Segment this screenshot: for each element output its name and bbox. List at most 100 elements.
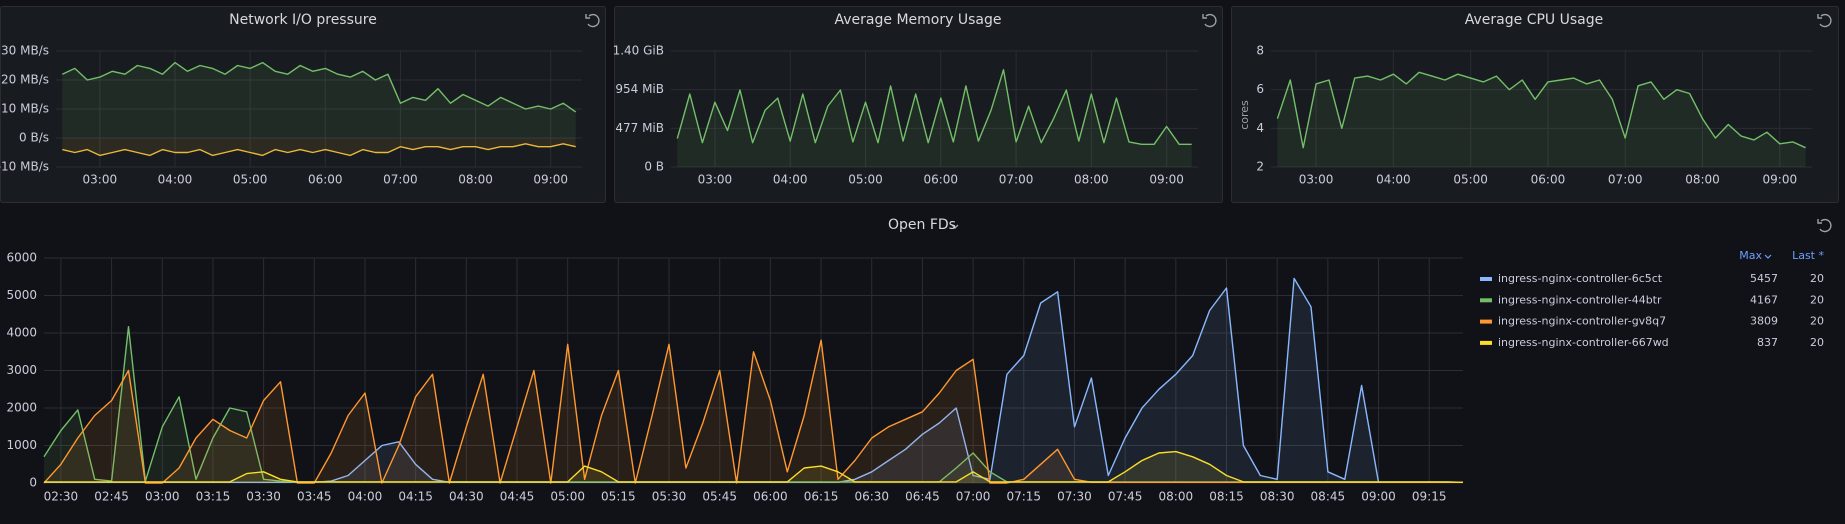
y-tick-label: 2 xyxy=(1256,160,1264,174)
x-tick-label: 04:30 xyxy=(449,490,484,504)
x-tick-label: 04:00 xyxy=(773,173,808,187)
y-tick-label: 0 B/s xyxy=(19,131,49,145)
x-tick-label: 04:00 xyxy=(1376,173,1411,187)
sort-indicator[interactable] xyxy=(1764,254,1772,259)
refresh-icon[interactable] xyxy=(585,13,600,28)
x-tick-label: 03:00 xyxy=(83,173,118,187)
x-tick-label: 06:00 xyxy=(308,173,343,187)
x-tick-label: 05:00 xyxy=(1453,173,1488,187)
x-tick-label: 08:15 xyxy=(1209,490,1244,504)
x-tick-label: 03:00 xyxy=(698,173,733,187)
legend-header[interactable]: Last * xyxy=(1792,249,1824,262)
title-chevron[interactable] xyxy=(951,224,959,229)
x-tick-label: 05:45 xyxy=(702,490,737,504)
x-tick-label: 09:00 xyxy=(1361,490,1396,504)
x-tick-label: 06:30 xyxy=(854,490,889,504)
x-tick-label: 04:00 xyxy=(348,490,383,504)
series-area xyxy=(44,326,1463,483)
x-tick-label: 06:15 xyxy=(804,490,839,504)
panel-title[interactable]: Open FDs xyxy=(888,217,956,233)
y-tick-label: -10 MB/s xyxy=(0,160,49,174)
x-tick-label: 03:00 xyxy=(1299,173,1334,187)
x-tick-label: 08:30 xyxy=(1260,490,1295,504)
x-tick-label: 08:00 xyxy=(1074,173,1109,187)
y-tick-label: 8 xyxy=(1256,44,1264,58)
x-tick-label: 08:45 xyxy=(1311,490,1346,504)
x-tick-label: 04:15 xyxy=(398,490,433,504)
x-tick-label: 02:30 xyxy=(44,490,79,504)
refresh-icon[interactable] xyxy=(1817,13,1832,28)
y-tick-label: 30 MB/s xyxy=(1,44,49,58)
x-tick-label: 03:15 xyxy=(196,490,231,504)
y-tick-label: 4000 xyxy=(6,326,37,340)
x-tick-label: 02:45 xyxy=(94,490,129,504)
x-tick-label: 09:15 xyxy=(1412,490,1447,504)
series-area xyxy=(44,451,1463,483)
x-tick-label: 07:00 xyxy=(999,173,1034,187)
series-line xyxy=(1276,71,1806,149)
y-tick-label: 954 MiB xyxy=(615,82,664,96)
legend-max: 4167 xyxy=(1750,293,1778,306)
legend-label[interactable]: ingress-nginx-controller-6c5ct xyxy=(1498,272,1663,285)
refresh-icon[interactable] xyxy=(1817,218,1832,233)
x-tick-label: 05:00 xyxy=(550,490,585,504)
x-tick-label: 05:15 xyxy=(601,490,636,504)
legend-last: 20 xyxy=(1810,336,1824,349)
x-tick-label: 07:30 xyxy=(1057,490,1092,504)
x-tick-label: 07:00 xyxy=(956,490,991,504)
panel-title: Average CPU Usage xyxy=(1465,12,1603,28)
panel xyxy=(0,6,606,203)
series-line xyxy=(43,339,1463,484)
y-tick-label: 5000 xyxy=(6,288,37,302)
x-tick-label: 03:00 xyxy=(145,490,180,504)
series-area xyxy=(62,138,576,156)
x-tick-label: 06:00 xyxy=(753,490,788,504)
y-tick-label: 4 xyxy=(1256,121,1264,135)
y-axis-label: cores xyxy=(1238,100,1251,130)
series-line xyxy=(62,143,576,157)
y-tick-label: 3000 xyxy=(6,363,37,377)
legend-label[interactable]: ingress-nginx-controller-gv8q7 xyxy=(1498,315,1666,328)
x-tick-label: 04:00 xyxy=(158,173,193,187)
x-tick-label: 09:00 xyxy=(1149,173,1184,187)
x-tick-label: 05:00 xyxy=(848,173,883,187)
x-tick-label: 08:00 xyxy=(458,173,493,187)
panel-title: Network I/O pressure xyxy=(229,12,377,28)
y-tick-label: 0 B xyxy=(644,160,664,174)
series-area xyxy=(677,69,1192,167)
y-tick-label: 0 xyxy=(29,476,37,490)
series-line xyxy=(62,61,577,113)
series-area xyxy=(1277,72,1806,167)
x-tick-label: 04:45 xyxy=(500,490,535,504)
x-tick-label: 07:45 xyxy=(1108,490,1143,504)
x-tick-label: 07:00 xyxy=(1608,173,1643,187)
legend-header[interactable]: Max xyxy=(1739,249,1762,262)
x-tick-label: 07:00 xyxy=(383,173,418,187)
x-tick-label: 06:45 xyxy=(905,490,940,504)
x-tick-label: 07:15 xyxy=(1006,490,1041,504)
legend-max: 3809 xyxy=(1750,315,1778,328)
y-tick-label: 1.40 GiB xyxy=(613,44,664,58)
y-tick-label: 2000 xyxy=(6,401,37,415)
y-tick-label: 6 xyxy=(1256,82,1264,96)
x-tick-label: 06:00 xyxy=(1531,173,1566,187)
legend-max: 837 xyxy=(1757,336,1778,349)
series-line xyxy=(676,69,1192,145)
y-tick-label: 6000 xyxy=(6,251,37,265)
legend-label[interactable]: ingress-nginx-controller-44btr xyxy=(1498,293,1662,306)
x-tick-label: 09:00 xyxy=(533,173,568,187)
y-tick-label: 1000 xyxy=(6,438,37,452)
x-tick-label: 03:30 xyxy=(246,490,281,504)
y-tick-label: 477 MiB xyxy=(615,121,664,135)
y-tick-label: 10 MB/s xyxy=(1,102,49,116)
x-tick-label: 08:00 xyxy=(1685,173,1720,187)
series-line xyxy=(44,450,1464,483)
legend-label[interactable]: ingress-nginx-controller-667wd xyxy=(1498,336,1669,349)
refresh-icon[interactable] xyxy=(1202,13,1217,28)
y-tick-label: 20 MB/s xyxy=(1,73,49,87)
x-tick-label: 06:00 xyxy=(923,173,958,187)
panel xyxy=(1231,6,1839,203)
panel-title: Average Memory Usage xyxy=(835,12,1002,28)
